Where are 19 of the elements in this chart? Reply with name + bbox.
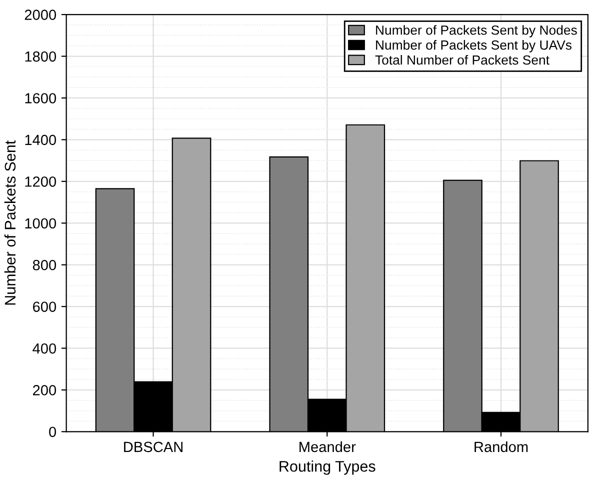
y-tick-label: 1000	[25, 218, 56, 229]
y-tick-label: 1600	[25, 93, 56, 104]
y-tick-label: 1400	[25, 134, 56, 146]
y-tick-label: 2000	[24, 10, 56, 20]
y-tick-label: 1200	[25, 176, 56, 187]
x-axis-title: Routing Types	[280, 460, 376, 475]
y-tick-label: 0	[49, 426, 56, 438]
y-tick-label: 600	[33, 302, 56, 312]
legend-label: Total Number of Packets Sent	[375, 54, 550, 65]
y-tick-label: 800	[32, 260, 56, 270]
legend-label: Number of Packets Sent by UAVs	[376, 40, 572, 52]
x-tick-label: DBSCAN	[124, 442, 182, 452]
y-tick-label: 200	[33, 385, 56, 396]
y-axis-title: Number of Packets Sent	[4, 140, 16, 305]
legend-label: Number of Packets Sent by Nodes	[376, 25, 577, 38]
x-tick-label: Random	[474, 441, 528, 452]
y-tick-label: 1800	[25, 51, 56, 62]
y-tick-label: 400	[32, 343, 56, 354]
x-tick-label: Meander	[300, 441, 356, 452]
